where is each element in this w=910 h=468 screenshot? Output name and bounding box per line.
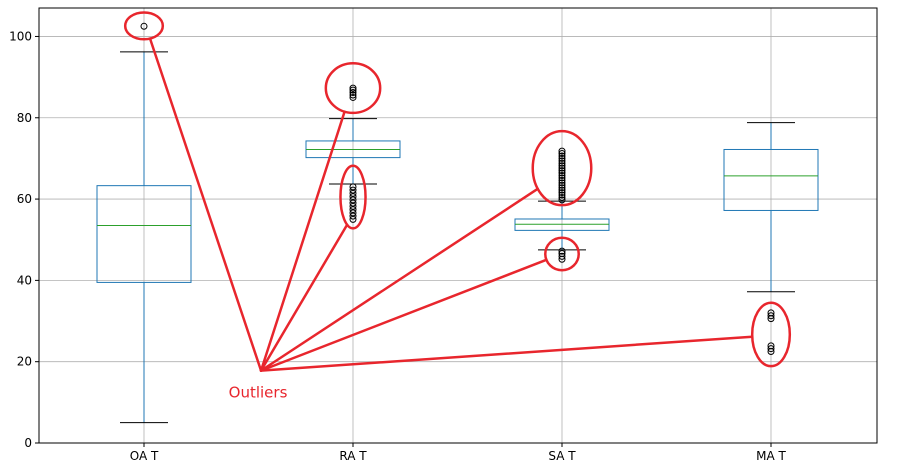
outlier-point xyxy=(349,186,357,194)
outlier-point xyxy=(558,184,566,192)
outlier-point xyxy=(558,152,566,160)
x-tick-label: RA T xyxy=(339,449,367,463)
outlier-point xyxy=(349,91,357,99)
outlier-point xyxy=(558,186,566,194)
annotation-circle xyxy=(339,164,367,230)
y-tick-label: 80 xyxy=(17,111,32,125)
outlier-point xyxy=(349,189,357,197)
outlier-point xyxy=(558,147,566,155)
outlier-point xyxy=(349,193,357,201)
outlier-point xyxy=(558,247,566,255)
outlier-point xyxy=(558,167,566,175)
y-tick-label: 0 xyxy=(24,436,32,450)
plot-frame xyxy=(38,7,878,444)
outlier-point xyxy=(558,191,566,199)
box-iqr xyxy=(96,185,192,283)
outlier-point xyxy=(349,206,357,214)
annotation-circle xyxy=(123,11,165,41)
annotation-line xyxy=(259,223,349,372)
outlier-point xyxy=(558,189,566,197)
annotation-label: Outliers xyxy=(229,384,288,402)
y-tick-label: 60 xyxy=(17,192,32,206)
outlier-point xyxy=(558,162,566,170)
outlier-point xyxy=(558,181,566,189)
outlier-point xyxy=(558,174,566,182)
annotation-circle xyxy=(750,301,792,368)
outlier-point xyxy=(767,309,775,317)
outlier-point xyxy=(767,312,775,320)
outlier-point xyxy=(558,252,566,260)
x-tick-label: SA T xyxy=(548,449,576,463)
box-iqr xyxy=(723,148,819,211)
x-tick-label: MA T xyxy=(756,449,786,463)
outlier-point xyxy=(558,157,566,165)
outlier-point xyxy=(349,84,357,92)
outlier-point xyxy=(558,250,566,258)
outlier-point xyxy=(349,86,357,94)
outlier-point xyxy=(558,171,566,179)
outlier-point xyxy=(558,179,566,187)
outlier-point xyxy=(349,196,357,204)
outlier-point xyxy=(349,215,357,223)
outlier-point xyxy=(558,154,566,162)
outlier-point xyxy=(140,22,148,30)
outlier-point xyxy=(349,93,357,101)
annotation-line xyxy=(259,335,754,372)
outlier-point xyxy=(349,183,357,191)
annotation-circle xyxy=(531,129,593,207)
y-tick-label: 40 xyxy=(17,273,32,287)
outlier-point xyxy=(558,196,566,204)
annotation-line xyxy=(148,37,263,372)
annotation-line xyxy=(259,110,346,372)
outlier-point xyxy=(558,169,566,177)
annotation-circle xyxy=(544,236,580,272)
annotation-line xyxy=(259,187,539,372)
outlier-point xyxy=(558,159,566,167)
outlier-point xyxy=(349,89,357,97)
outlier-point xyxy=(558,176,566,184)
outlier-point xyxy=(558,193,566,201)
annotation-circle xyxy=(324,62,382,115)
outlier-point xyxy=(349,212,357,220)
y-tick-label: 20 xyxy=(17,355,32,369)
outlier-point xyxy=(349,199,357,207)
outlier-point xyxy=(767,342,775,350)
outlier-point xyxy=(349,202,357,210)
y-tick-label: 100 xyxy=(9,29,32,43)
outlier-point xyxy=(767,345,775,353)
x-tick-label: OA T xyxy=(130,449,159,463)
outlier-point xyxy=(558,164,566,172)
outlier-point xyxy=(349,209,357,217)
annotation-line xyxy=(259,258,548,372)
outlier-point xyxy=(558,150,566,158)
